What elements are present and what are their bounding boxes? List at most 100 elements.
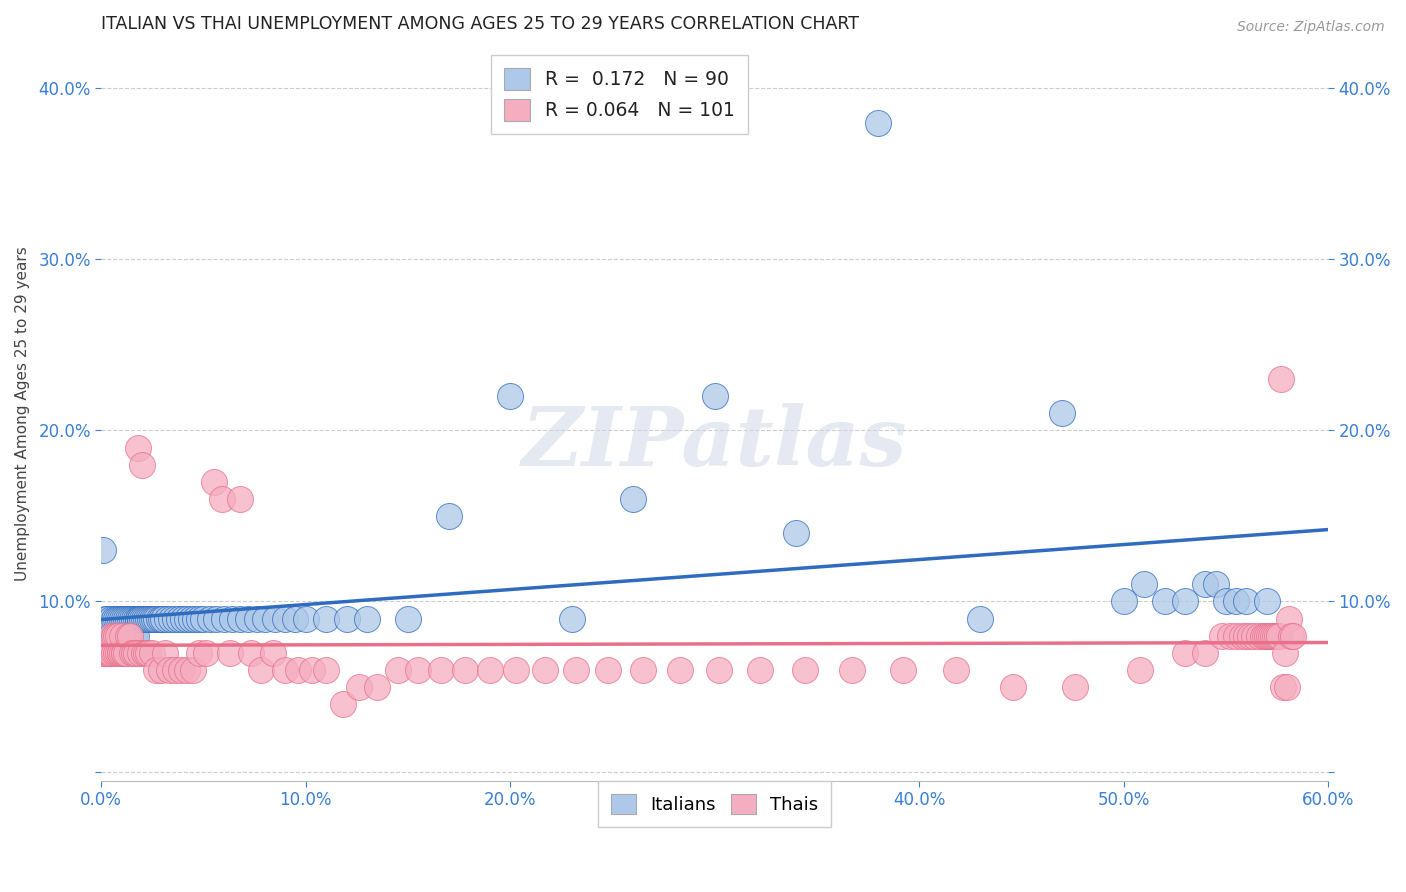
Point [96, 611, 118, 625]
Point [1247, 629, 1270, 643]
Point [284, 611, 307, 625]
Point [121, 611, 143, 625]
Text: ITALIAN VS THAI UNEMPLOYMENT AMONG AGES 25 TO 29 YEARS CORRELATION CHART: ITALIAN VS THAI UNEMPLOYMENT AMONG AGES … [101, 15, 859, 33]
Point [122, 646, 145, 660]
Point [127, 611, 149, 625]
Point [134, 646, 156, 660]
Point [332, 697, 354, 711]
Point [1282, 629, 1305, 643]
Point [107, 611, 129, 625]
Point [294, 611, 316, 625]
Point [229, 611, 252, 625]
Point [1268, 629, 1291, 643]
Point [221, 611, 243, 625]
Point [356, 611, 378, 625]
Point [1279, 629, 1302, 643]
Point [336, 611, 359, 625]
Point [1174, 594, 1197, 608]
Point [131, 458, 153, 472]
Point [198, 611, 221, 625]
Point [176, 611, 198, 625]
Point [131, 611, 153, 625]
Point [100, 629, 122, 643]
Point [703, 389, 725, 403]
Point [287, 663, 309, 677]
Point [202, 475, 225, 489]
Point [156, 611, 179, 625]
Point [94, 611, 117, 625]
Point [945, 663, 967, 677]
Point [112, 629, 135, 643]
Point [891, 663, 914, 677]
Point [1239, 629, 1261, 643]
Point [98, 629, 121, 643]
Point [108, 611, 131, 625]
Point [1260, 629, 1282, 643]
Point [98, 646, 121, 660]
Point [1225, 629, 1247, 643]
Point [239, 646, 262, 660]
Point [1264, 629, 1286, 643]
Point [253, 611, 276, 625]
Point [1174, 646, 1197, 660]
Point [1257, 629, 1279, 643]
Point [366, 680, 388, 694]
Point [1274, 646, 1296, 660]
Point [219, 646, 242, 660]
Point [194, 646, 217, 660]
Point [159, 611, 181, 625]
Point [564, 663, 586, 677]
Point [454, 663, 477, 677]
Point [100, 611, 122, 625]
Point [145, 663, 167, 677]
Point [785, 526, 807, 541]
Point [111, 629, 134, 643]
Point [114, 646, 136, 660]
Point [163, 663, 186, 677]
Point [108, 629, 131, 643]
Point [118, 629, 141, 643]
Point [104, 629, 127, 643]
Point [136, 646, 159, 660]
Point [534, 663, 557, 677]
Point [135, 611, 157, 625]
Point [121, 646, 143, 660]
Point [107, 646, 129, 660]
Point [136, 611, 159, 625]
Point [188, 611, 211, 625]
Point [122, 611, 145, 625]
Point [117, 611, 139, 625]
Point [149, 611, 172, 625]
Point [429, 663, 451, 677]
Point [145, 611, 167, 625]
Point [1194, 577, 1216, 591]
Point [211, 491, 233, 506]
Point [114, 629, 136, 643]
Point [176, 663, 198, 677]
Point [141, 611, 163, 625]
Text: ZIPatlas: ZIPatlas [522, 403, 907, 483]
Point [274, 663, 297, 677]
Point [1234, 594, 1257, 608]
Point [172, 611, 194, 625]
Point [111, 646, 134, 660]
Point [1265, 629, 1288, 643]
Point [1052, 406, 1074, 420]
Point [478, 663, 501, 677]
Point [193, 611, 215, 625]
Point [103, 629, 125, 643]
Point [793, 663, 815, 677]
Point [238, 611, 260, 625]
Point [117, 629, 139, 643]
Text: Source: ZipAtlas.com: Source: ZipAtlas.com [1237, 20, 1385, 34]
Point [841, 663, 863, 677]
Point [707, 663, 730, 677]
Point [184, 611, 207, 625]
Point [94, 646, 117, 660]
Point [1278, 611, 1301, 625]
Point [112, 611, 135, 625]
Point [100, 646, 122, 660]
Point [125, 611, 148, 625]
Point [229, 491, 252, 506]
Point [107, 629, 129, 643]
